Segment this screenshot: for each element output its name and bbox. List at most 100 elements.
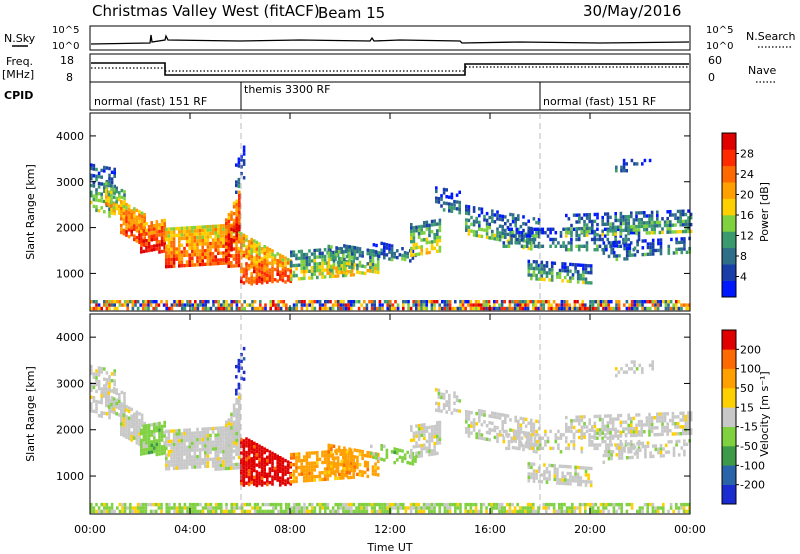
data-cell	[561, 481, 564, 486]
data-cell	[125, 206, 128, 210]
data-cell	[525, 244, 529, 248]
data-cell	[438, 437, 442, 442]
data-cell	[185, 233, 189, 237]
data-cell	[550, 261, 554, 265]
data-cell	[225, 461, 228, 465]
data-cell	[238, 395, 241, 400]
data-cell	[125, 435, 128, 439]
data-cell	[422, 300, 426, 304]
data-cell	[290, 456, 293, 460]
data-cell	[530, 465, 533, 470]
data-cell	[532, 217, 536, 221]
data-cell	[519, 224, 523, 229]
data-cell	[331, 306, 335, 311]
data-cell	[90, 371, 93, 376]
data-cell	[120, 408, 123, 413]
data-cell	[108, 409, 111, 413]
data-cell	[168, 502, 171, 507]
data-cell	[214, 506, 218, 510]
data-cell	[527, 479, 531, 483]
data-cell	[217, 244, 220, 249]
data-cell	[522, 417, 525, 421]
data-cell	[530, 273, 533, 277]
data-cell	[214, 467, 217, 471]
data-cell	[676, 432, 680, 436]
data-cell	[230, 412, 233, 416]
data-cell	[643, 430, 646, 434]
data-cell	[211, 228, 215, 232]
data-cell	[565, 429, 568, 433]
data-cell	[344, 263, 348, 267]
data-cell	[92, 174, 96, 178]
data-cell	[637, 237, 641, 242]
data-cell	[669, 300, 673, 304]
data-cell	[247, 459, 251, 463]
data-cell	[181, 509, 184, 514]
data-cell	[617, 370, 621, 374]
data-cell	[632, 221, 636, 225]
data-cell	[597, 300, 600, 304]
data-cell	[412, 236, 416, 240]
data-cell	[623, 257, 626, 261]
data-cell	[572, 443, 576, 447]
data-cell	[629, 443, 633, 447]
data-cell	[313, 468, 316, 472]
data-cell	[100, 206, 103, 210]
data-cell	[217, 234, 220, 238]
data-cell	[113, 167, 116, 172]
data-cell	[615, 254, 619, 258]
data-cell	[172, 463, 176, 467]
data-cell	[532, 449, 536, 454]
data-cell	[551, 241, 555, 245]
data-cell	[524, 431, 528, 435]
data-cell	[625, 306, 629, 311]
data-cell	[230, 300, 233, 304]
data-cell	[532, 234, 536, 238]
data-cell	[110, 201, 113, 205]
data-cell	[110, 184, 113, 188]
data-cell	[217, 261, 220, 266]
data-cell	[100, 411, 103, 415]
data-cell	[255, 470, 259, 474]
data-cell	[303, 259, 306, 264]
data-cell	[361, 254, 364, 258]
data-cell	[247, 438, 251, 443]
data-cell	[227, 216, 231, 220]
data-cell	[689, 411, 693, 415]
data-cell	[181, 306, 184, 311]
data-cell	[175, 300, 179, 304]
data-cell	[425, 300, 428, 304]
data-cell	[198, 228, 202, 233]
data-cell	[120, 217, 123, 221]
data-cell	[574, 475, 577, 480]
data-cell	[108, 177, 111, 181]
data-cell	[92, 194, 96, 198]
data-cell	[680, 446, 684, 450]
power-ylabel: Slant Range [km]	[24, 164, 37, 260]
data-cell	[235, 237, 238, 241]
data-cell	[222, 453, 225, 457]
data-cell	[316, 300, 319, 304]
data-cell	[209, 437, 212, 441]
data-cell	[329, 300, 332, 304]
data-cell	[501, 218, 504, 222]
data-cell	[554, 439, 558, 444]
data-cell	[687, 226, 690, 230]
data-cell	[271, 461, 274, 466]
data-cell	[393, 450, 396, 455]
data-cell	[632, 231, 636, 235]
data-cell	[113, 171, 116, 175]
data-cell	[276, 461, 279, 465]
data-cell	[225, 437, 228, 441]
data-cell	[580, 425, 584, 429]
data-cell	[511, 216, 515, 220]
data-cell	[183, 233, 186, 237]
data-cell	[342, 509, 345, 514]
data-cell	[485, 232, 489, 236]
data-cell	[235, 220, 238, 224]
data-cell	[583, 425, 586, 429]
data-cell	[127, 406, 131, 410]
data-cell	[97, 400, 101, 404]
data-cell	[225, 303, 228, 307]
data-cell	[648, 423, 651, 427]
